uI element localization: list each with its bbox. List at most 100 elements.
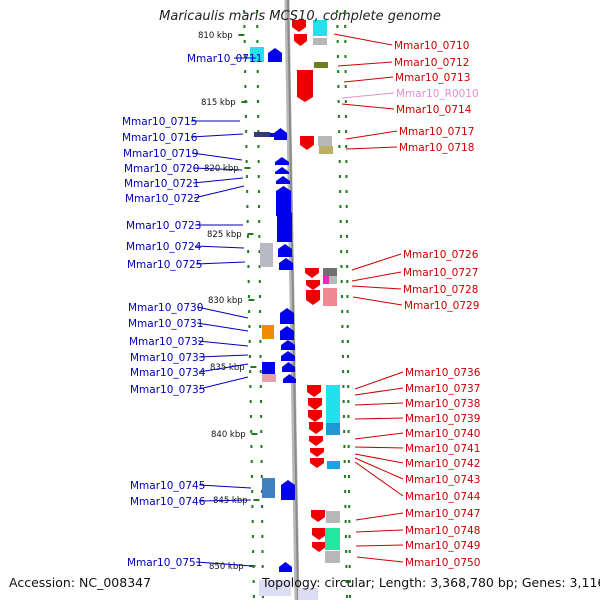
track-tick-3	[348, 520, 351, 523]
leader-line-left	[193, 185, 245, 199]
track-tick-1	[261, 505, 264, 508]
track-tick-3	[347, 385, 350, 388]
track-tick-1	[258, 220, 261, 223]
track-tick-2	[340, 295, 343, 298]
gene-box-lavender	[259, 580, 291, 596]
forward-gene	[281, 340, 295, 350]
track-tick-1	[258, 235, 261, 238]
leader-line-left	[198, 340, 249, 347]
track-tick-0	[247, 280, 250, 283]
track-tick-2	[337, 70, 340, 73]
track-tick-1	[258, 205, 261, 208]
track-tick-2	[337, 100, 340, 103]
gene-label-left: Mmar10_0751	[127, 557, 202, 569]
track-tick-0	[245, 160, 248, 163]
kbp-label: 840 kbp	[211, 430, 246, 440]
track-tick-3	[344, 55, 347, 58]
gene-box-olive	[314, 62, 328, 68]
leader-line-right	[351, 285, 402, 290]
gene-box-cyan	[313, 20, 327, 36]
track-tick-3	[344, 115, 347, 118]
track-tick-3	[347, 370, 350, 373]
reverse-gene	[308, 410, 322, 422]
track-tick-2	[342, 385, 345, 388]
track-tick-0	[251, 520, 254, 523]
reverse-gene	[312, 528, 326, 540]
leader-line-right	[354, 432, 404, 440]
gene-label-left: Mmar10_0721	[124, 178, 199, 190]
gene-label-left: Mmar10_0716	[122, 132, 198, 144]
track-tick-0	[248, 325, 251, 328]
gene-label-right: Mmar10_0710	[394, 40, 469, 52]
track-tick-3	[347, 475, 350, 478]
track-tick-1	[260, 400, 262, 403]
track-tick-2	[340, 265, 343, 268]
track-tick-1	[261, 595, 264, 598]
track-tick-0	[252, 595, 255, 598]
leader-line-right	[354, 446, 404, 449]
gene-box-cyan	[326, 385, 340, 423]
track-tick-1	[257, 130, 260, 133]
gene-box-pink	[262, 374, 276, 382]
track-tick-3	[345, 145, 348, 148]
leader-line-right	[351, 271, 402, 282]
reverse-gene	[309, 436, 323, 446]
track-tick-2	[343, 460, 346, 463]
gene-label-right: Mmar10_0728	[403, 284, 478, 296]
track-tick-3	[348, 565, 351, 568]
track-tick-2	[341, 310, 344, 313]
gene-box-darkgrey	[323, 268, 337, 276]
leader-line-left	[199, 484, 252, 489]
leader-line-left	[199, 354, 249, 358]
track-tick-1	[257, 100, 259, 103]
track-tick-0	[244, 115, 247, 118]
forward-gene	[275, 157, 289, 165]
track-tick-2	[341, 325, 344, 328]
gene-label-right: Mmar10_0750	[405, 557, 480, 569]
track-tick-2	[339, 205, 342, 208]
forward-gene	[280, 308, 294, 324]
track-tick-2	[337, 85, 340, 88]
track-tick-3	[347, 460, 350, 463]
track-tick-2	[338, 175, 341, 178]
reverse-gene	[310, 448, 324, 457]
track-tick-3	[344, 25, 347, 28]
gene-label-left: Mmar10_0725	[127, 259, 202, 271]
track-tick-0	[247, 265, 250, 268]
track-tick-1	[258, 265, 261, 268]
kbp-label: 845 kbp	[213, 496, 248, 506]
track-tick-3	[347, 415, 350, 418]
track-tick-1	[259, 385, 262, 388]
track-tick-2	[338, 145, 341, 148]
track-tick-1	[256, 40, 259, 43]
track-tick-3	[347, 430, 350, 433]
kbp-label: 825 kbp	[207, 230, 242, 240]
leader-line-left	[193, 167, 243, 171]
gene-box-blue	[326, 423, 340, 435]
track-tick-0	[243, 55, 246, 58]
track-tick-3	[346, 295, 349, 298]
track-tick-0	[252, 580, 255, 583]
track-tick-2	[344, 505, 347, 508]
track-tick-1	[258, 295, 261, 298]
gene-label-left: Mmar10_0724	[126, 241, 202, 253]
gene-label-right: Mmar10_0742	[405, 458, 480, 470]
track-tick-2	[345, 580, 348, 583]
track-tick-0	[252, 550, 255, 553]
track-tick-1	[261, 550, 264, 553]
gene-box-grey	[318, 136, 332, 146]
track-tick-0	[251, 535, 254, 538]
track-tick-2	[340, 280, 343, 283]
reverse-gene	[309, 422, 323, 434]
track-tick-3	[348, 550, 351, 553]
gene-label-right: Mmar10_0712	[394, 57, 469, 69]
leader-line-right	[354, 387, 404, 396]
track-tick-3	[346, 325, 349, 328]
track-tick-2	[343, 430, 346, 433]
leader-line-left	[195, 245, 245, 249]
leader-line-left	[191, 133, 244, 138]
leader-line-right	[337, 61, 393, 67]
reverse-gene	[300, 136, 314, 150]
